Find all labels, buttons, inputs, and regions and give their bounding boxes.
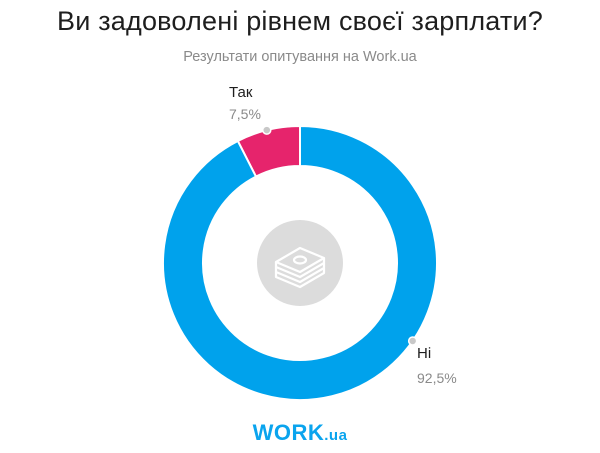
logo-name: WORK xyxy=(252,420,325,445)
donut-slices xyxy=(162,124,438,401)
chart-title: Ви задоволені рівнем своєї зарплати? xyxy=(57,6,543,36)
chart-subtitle: Результати опитування на Work.ua xyxy=(183,49,417,65)
label-tak-value: 7,5% xyxy=(229,106,261,122)
work-ua-logo: WORK.ua xyxy=(0,420,600,446)
label-tak-category: Так xyxy=(229,84,253,101)
center-badge xyxy=(257,220,343,306)
logo-tld: .ua xyxy=(324,427,348,444)
money-stack-icon xyxy=(274,246,326,289)
label-tak-dot xyxy=(262,125,272,135)
label-ni-category: Ні xyxy=(417,345,431,362)
slice-labels: Так 7,5% Ні 92,5% xyxy=(229,84,457,386)
label-ni-value: 92,5% xyxy=(417,370,457,386)
label-ni-dot xyxy=(407,336,418,346)
slice-ni xyxy=(162,124,438,401)
